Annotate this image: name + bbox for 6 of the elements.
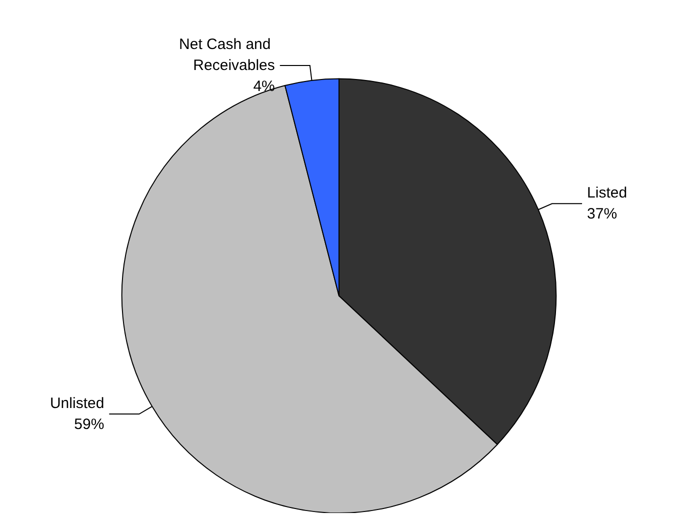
slice-label: Unlisted bbox=[50, 395, 104, 412]
data-label: 4% bbox=[253, 78, 275, 96]
slice-label: Net Cash and Receivables bbox=[179, 36, 275, 74]
slice-label: Listed bbox=[587, 184, 628, 202]
data-label: 59% bbox=[74, 416, 104, 434]
data-label: 37% bbox=[587, 206, 618, 223]
